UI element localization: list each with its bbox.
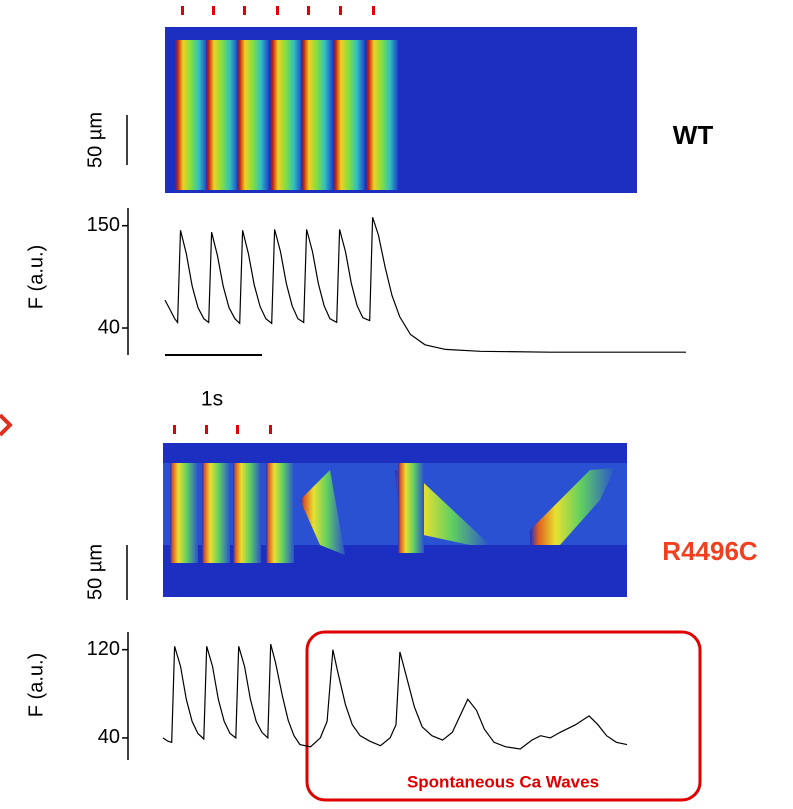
- annotation: Spontaneous Ca Waves: [407, 772, 599, 791]
- stimulus-marker: [236, 425, 239, 434]
- y-axis-label: F (a.u.): [25, 245, 47, 309]
- y-tick-label: 150: [87, 214, 120, 236]
- trace: [164, 217, 686, 353]
- chart-title: R4496C: [662, 536, 758, 566]
- transient-stripe: [202, 463, 230, 563]
- transient-stripe: [333, 40, 365, 190]
- y-tick-label: 120: [87, 638, 120, 660]
- stimulus-marker: [173, 425, 176, 434]
- transient-stripe: [366, 40, 398, 190]
- wave: [300, 470, 345, 555]
- stimulus-marker: [339, 6, 342, 15]
- transient-stripe: [175, 40, 207, 190]
- time-scale-label: 1s: [201, 388, 223, 411]
- stimulus-marker: [269, 425, 272, 434]
- line-scan-images: [0, 27, 702, 802]
- space-scale-label: 50 µm: [84, 544, 106, 600]
- transient-stripe: [170, 463, 198, 563]
- stimulus-marker: [372, 6, 375, 15]
- y-axis-label: F (a.u.): [25, 653, 47, 717]
- stimulus-marker: [205, 425, 208, 434]
- y-tick-label: 40: [98, 726, 120, 748]
- space-scale-label: 50 µm: [84, 112, 106, 168]
- transient-stripe: [206, 40, 238, 190]
- chart-title: WT: [673, 120, 714, 150]
- wave: [530, 468, 615, 545]
- arrow: [0, 413, 13, 437]
- stimulus-marker: [276, 6, 279, 15]
- stimulus-marker: [181, 6, 184, 15]
- transient-stripe: [398, 463, 424, 553]
- transient-stripe: [270, 40, 302, 190]
- transient-stripe: [266, 463, 294, 563]
- trace: [162, 643, 628, 750]
- transient-stripe: [237, 40, 269, 190]
- y-tick-label: 40: [98, 316, 120, 338]
- transient-stripe: [233, 463, 261, 563]
- stimulus-marker: [243, 6, 246, 15]
- transient-stripe: [301, 40, 333, 190]
- annotation-box: [305, 630, 702, 802]
- stimulus-marker: [307, 6, 310, 15]
- stimulus-marker: [212, 6, 215, 15]
